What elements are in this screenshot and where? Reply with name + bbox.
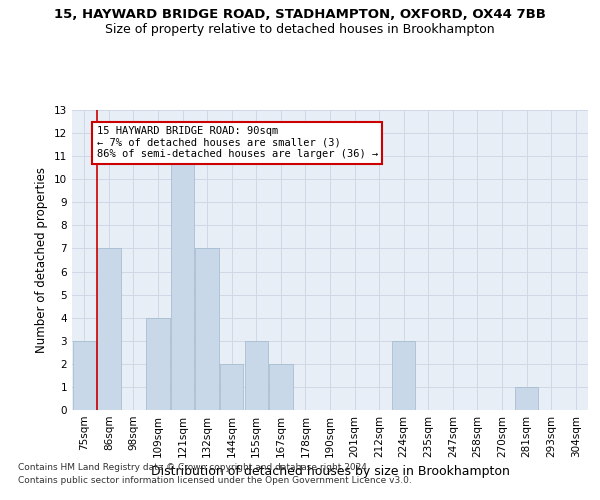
Y-axis label: Number of detached properties: Number of detached properties	[35, 167, 49, 353]
Bar	[146, 318, 170, 410]
Bar	[269, 364, 293, 410]
Bar	[73, 341, 96, 410]
Bar	[196, 248, 219, 410]
Text: Contains HM Land Registry data © Crown copyright and database right 2024.: Contains HM Land Registry data © Crown c…	[18, 464, 370, 472]
Text: Contains public sector information licensed under the Open Government Licence v3: Contains public sector information licen…	[18, 476, 412, 485]
Bar	[171, 156, 194, 410]
Bar	[220, 364, 244, 410]
Text: 15 HAYWARD BRIDGE ROAD: 90sqm
← 7% of detached houses are smaller (3)
86% of sem: 15 HAYWARD BRIDGE ROAD: 90sqm ← 7% of de…	[97, 126, 378, 160]
X-axis label: Distribution of detached houses by size in Brookhampton: Distribution of detached houses by size …	[151, 466, 509, 478]
Text: Size of property relative to detached houses in Brookhampton: Size of property relative to detached ho…	[105, 22, 495, 36]
Bar	[245, 341, 268, 410]
Bar	[97, 248, 121, 410]
Bar	[392, 341, 415, 410]
Bar	[515, 387, 538, 410]
Text: 15, HAYWARD BRIDGE ROAD, STADHAMPTON, OXFORD, OX44 7BB: 15, HAYWARD BRIDGE ROAD, STADHAMPTON, OX…	[54, 8, 546, 20]
